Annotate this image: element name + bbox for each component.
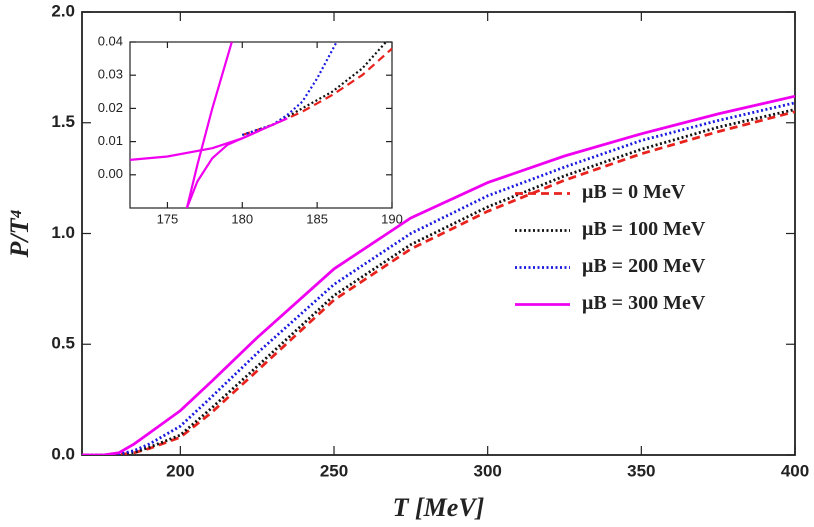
legend-label: μB = 200 MeV (582, 255, 706, 277)
x-tick-label: 190 (381, 211, 403, 226)
y-tick-label: 0.03 (98, 67, 123, 82)
y-tick-label: 2.0 (51, 1, 75, 20)
data-line (241, 42, 387, 137)
x-tick-label: 400 (781, 461, 809, 480)
legend-label: μB = 100 MeV (582, 218, 706, 240)
y-tick-label: 1.5 (51, 112, 75, 131)
y-tick-label: 0.5 (51, 334, 75, 353)
x-tick-label: 180 (231, 211, 253, 226)
y-tick-label: 0.00 (98, 166, 123, 181)
x-tick-label: 185 (306, 211, 328, 226)
y-tick-label: 1.0 (51, 223, 75, 242)
inset-frame (129, 41, 393, 209)
data-line (82, 94, 795, 455)
x-tick-label: 300 (473, 461, 501, 480)
y-axis-label: P/T⁴ (5, 209, 34, 258)
y-tick-label: 0.0 (51, 444, 75, 463)
legend-label: μB = 300 MeV (582, 292, 706, 314)
x-tick-label: 200 (166, 461, 194, 480)
y-tick-label: 0.02 (98, 100, 123, 115)
x-tick-label: 350 (627, 461, 655, 480)
y-tick-label: 0.01 (98, 133, 123, 148)
legend-label: μB = 0 MeV (582, 181, 686, 203)
x-tick-label: 175 (157, 211, 179, 226)
y-tick-label: 0.04 (98, 33, 123, 48)
x-tick-label: 250 (320, 461, 348, 480)
x-axis-label: T [MeV] (393, 493, 485, 522)
data-line (82, 101, 795, 455)
data-line (185, 130, 258, 208)
data-line (241, 42, 338, 137)
data-line (185, 42, 233, 208)
